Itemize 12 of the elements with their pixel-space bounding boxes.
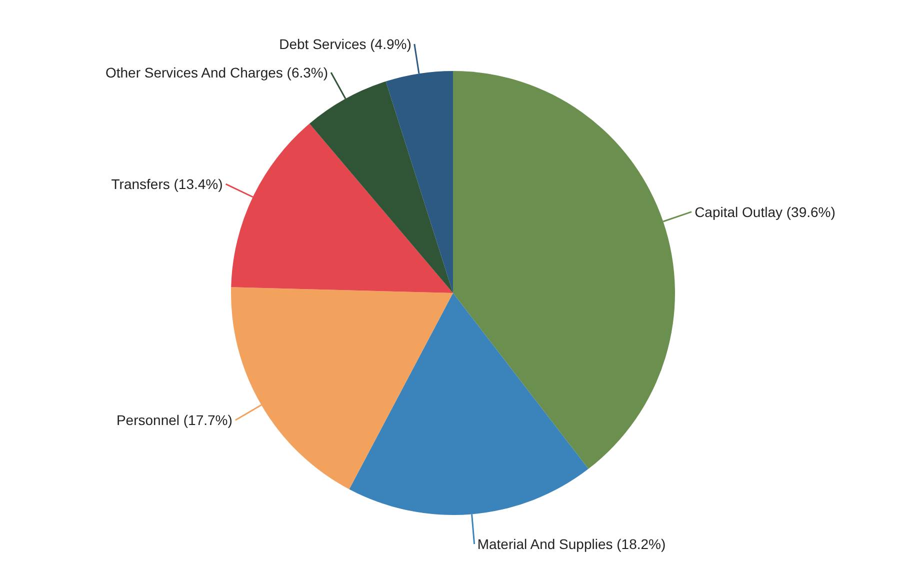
slice-label: Capital Outlay (39.6%) [694, 204, 836, 220]
pie-slice [386, 71, 453, 293]
pie-slice [231, 287, 453, 490]
pie-slice [309, 81, 453, 293]
slice-label: Material And Supplies (18.2%) [477, 536, 666, 552]
slice-label: Debt Services (4.9%) [279, 36, 412, 52]
pie-slice [349, 293, 588, 515]
pie-slice [231, 124, 453, 293]
slice-label: Other Services And Charges (6.3%) [105, 64, 328, 80]
slice-label: Transfers (13.4%) [111, 176, 223, 192]
slice-label: Personnel (17.7%) [116, 412, 232, 428]
pie-slice [453, 71, 675, 469]
